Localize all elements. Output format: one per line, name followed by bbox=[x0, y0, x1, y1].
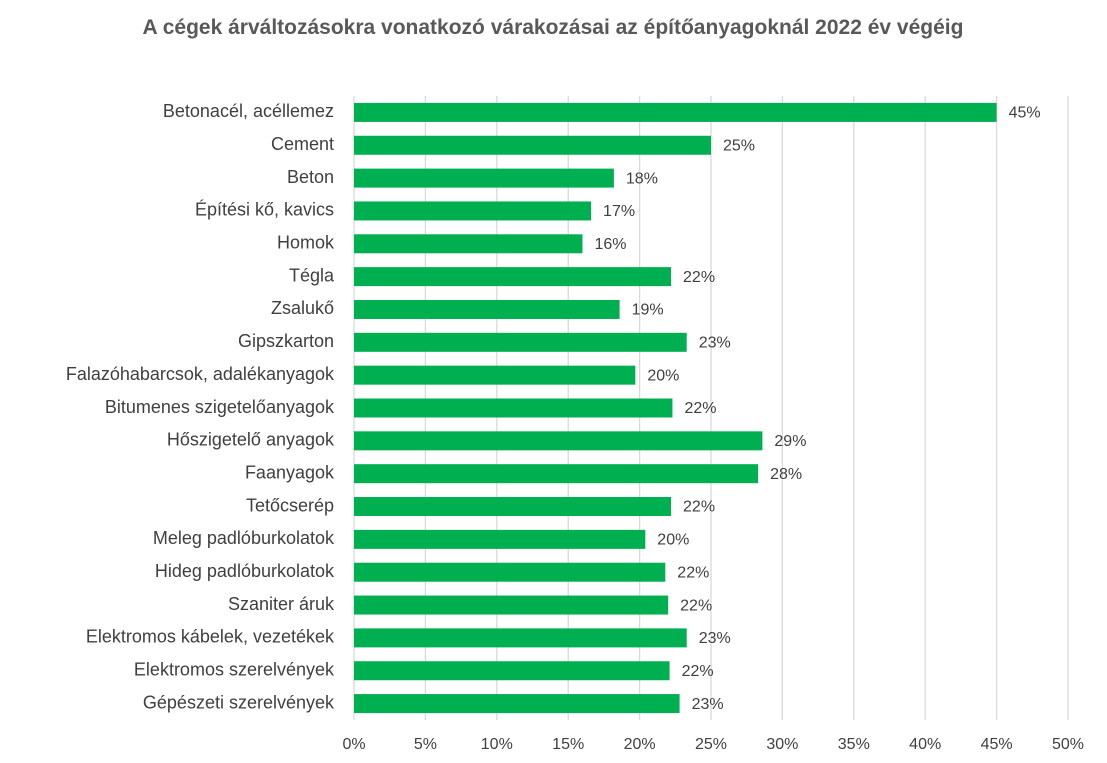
data-label: 45% bbox=[1009, 105, 1041, 122]
data-label: 22% bbox=[682, 663, 714, 680]
bar bbox=[354, 102, 997, 122]
bar bbox=[354, 661, 670, 681]
data-label: 16% bbox=[594, 236, 626, 253]
x-tick-label: 15% bbox=[552, 736, 584, 753]
data-label: 20% bbox=[647, 367, 679, 384]
x-tick-label: 10% bbox=[481, 736, 513, 753]
x-tick-label: 0% bbox=[342, 736, 365, 753]
x-tick-label: 5% bbox=[414, 736, 437, 753]
data-label: 20% bbox=[657, 532, 689, 549]
bar bbox=[354, 365, 636, 385]
data-label: 22% bbox=[683, 499, 715, 516]
y-tick-label: Hőszigetelő anyagok bbox=[167, 430, 335, 450]
y-tick-label: Építési kő, kavics bbox=[195, 200, 334, 220]
bar bbox=[354, 694, 680, 714]
data-label: 22% bbox=[684, 400, 716, 417]
bar bbox=[354, 464, 759, 484]
y-tick-label: Homok bbox=[277, 233, 335, 253]
data-label: 22% bbox=[683, 269, 715, 286]
bar bbox=[354, 135, 711, 155]
y-tick-label: Falazóhabarcsok, adalékanyagok bbox=[66, 364, 335, 384]
y-tick-label: Elektromos szerelvények bbox=[134, 659, 335, 679]
y-tick-label: Zsalukő bbox=[271, 298, 334, 318]
bar bbox=[354, 168, 614, 188]
data-label: 23% bbox=[699, 630, 731, 647]
bar bbox=[354, 529, 646, 549]
y-tick-label: Meleg padlóburkolatok bbox=[153, 528, 335, 548]
data-label: 17% bbox=[603, 203, 635, 220]
y-tick-label: Cement bbox=[271, 134, 334, 154]
bar bbox=[354, 398, 673, 418]
y-tick-label: Elektromos kábelek, vezetékek bbox=[86, 627, 335, 647]
data-label: 29% bbox=[774, 433, 806, 450]
y-tick-label: Beton bbox=[287, 167, 334, 187]
bar bbox=[354, 431, 763, 451]
data-label: 23% bbox=[699, 335, 731, 352]
y-tick-label: Gépészeti szerelvények bbox=[143, 692, 335, 712]
bar bbox=[354, 628, 687, 648]
y-tick-label: Hideg padlóburkolatok bbox=[155, 561, 335, 581]
bar bbox=[354, 201, 592, 221]
bar bbox=[354, 497, 672, 517]
bar bbox=[354, 234, 583, 254]
bar bbox=[354, 332, 687, 352]
data-label: 28% bbox=[770, 466, 802, 483]
data-label: 25% bbox=[723, 137, 755, 154]
x-tick-label: 50% bbox=[1052, 736, 1084, 753]
bar bbox=[354, 595, 669, 615]
y-tick-label: Szaniter áruk bbox=[228, 594, 335, 614]
y-tick-label: Bitumenes szigetelőanyagok bbox=[105, 397, 335, 417]
x-tick-label: 20% bbox=[624, 736, 656, 753]
y-tick-label: Gipszkarton bbox=[238, 331, 334, 351]
x-tick-label: 25% bbox=[695, 736, 727, 753]
x-tick-label: 30% bbox=[766, 736, 798, 753]
y-tick-label: Faanyagok bbox=[245, 462, 335, 482]
y-tick-label: Tetőcserép bbox=[246, 495, 334, 515]
data-label: 22% bbox=[680, 597, 712, 614]
x-tick-label: 35% bbox=[838, 736, 870, 753]
y-tick-label: Tégla bbox=[289, 265, 335, 285]
chart-title: A cégek árváltozásokra vonatkozó várakoz… bbox=[142, 16, 964, 39]
bar bbox=[354, 267, 672, 287]
bar bbox=[354, 299, 620, 319]
data-label: 19% bbox=[632, 302, 664, 319]
y-tick-label: Betonacél, acéllemez bbox=[163, 101, 334, 121]
bar bbox=[354, 562, 666, 582]
x-tick-label: 40% bbox=[909, 736, 941, 753]
x-tick-label: 45% bbox=[981, 736, 1013, 753]
data-label: 22% bbox=[677, 564, 709, 581]
data-label: 23% bbox=[692, 696, 724, 713]
data-label: 18% bbox=[626, 170, 658, 187]
